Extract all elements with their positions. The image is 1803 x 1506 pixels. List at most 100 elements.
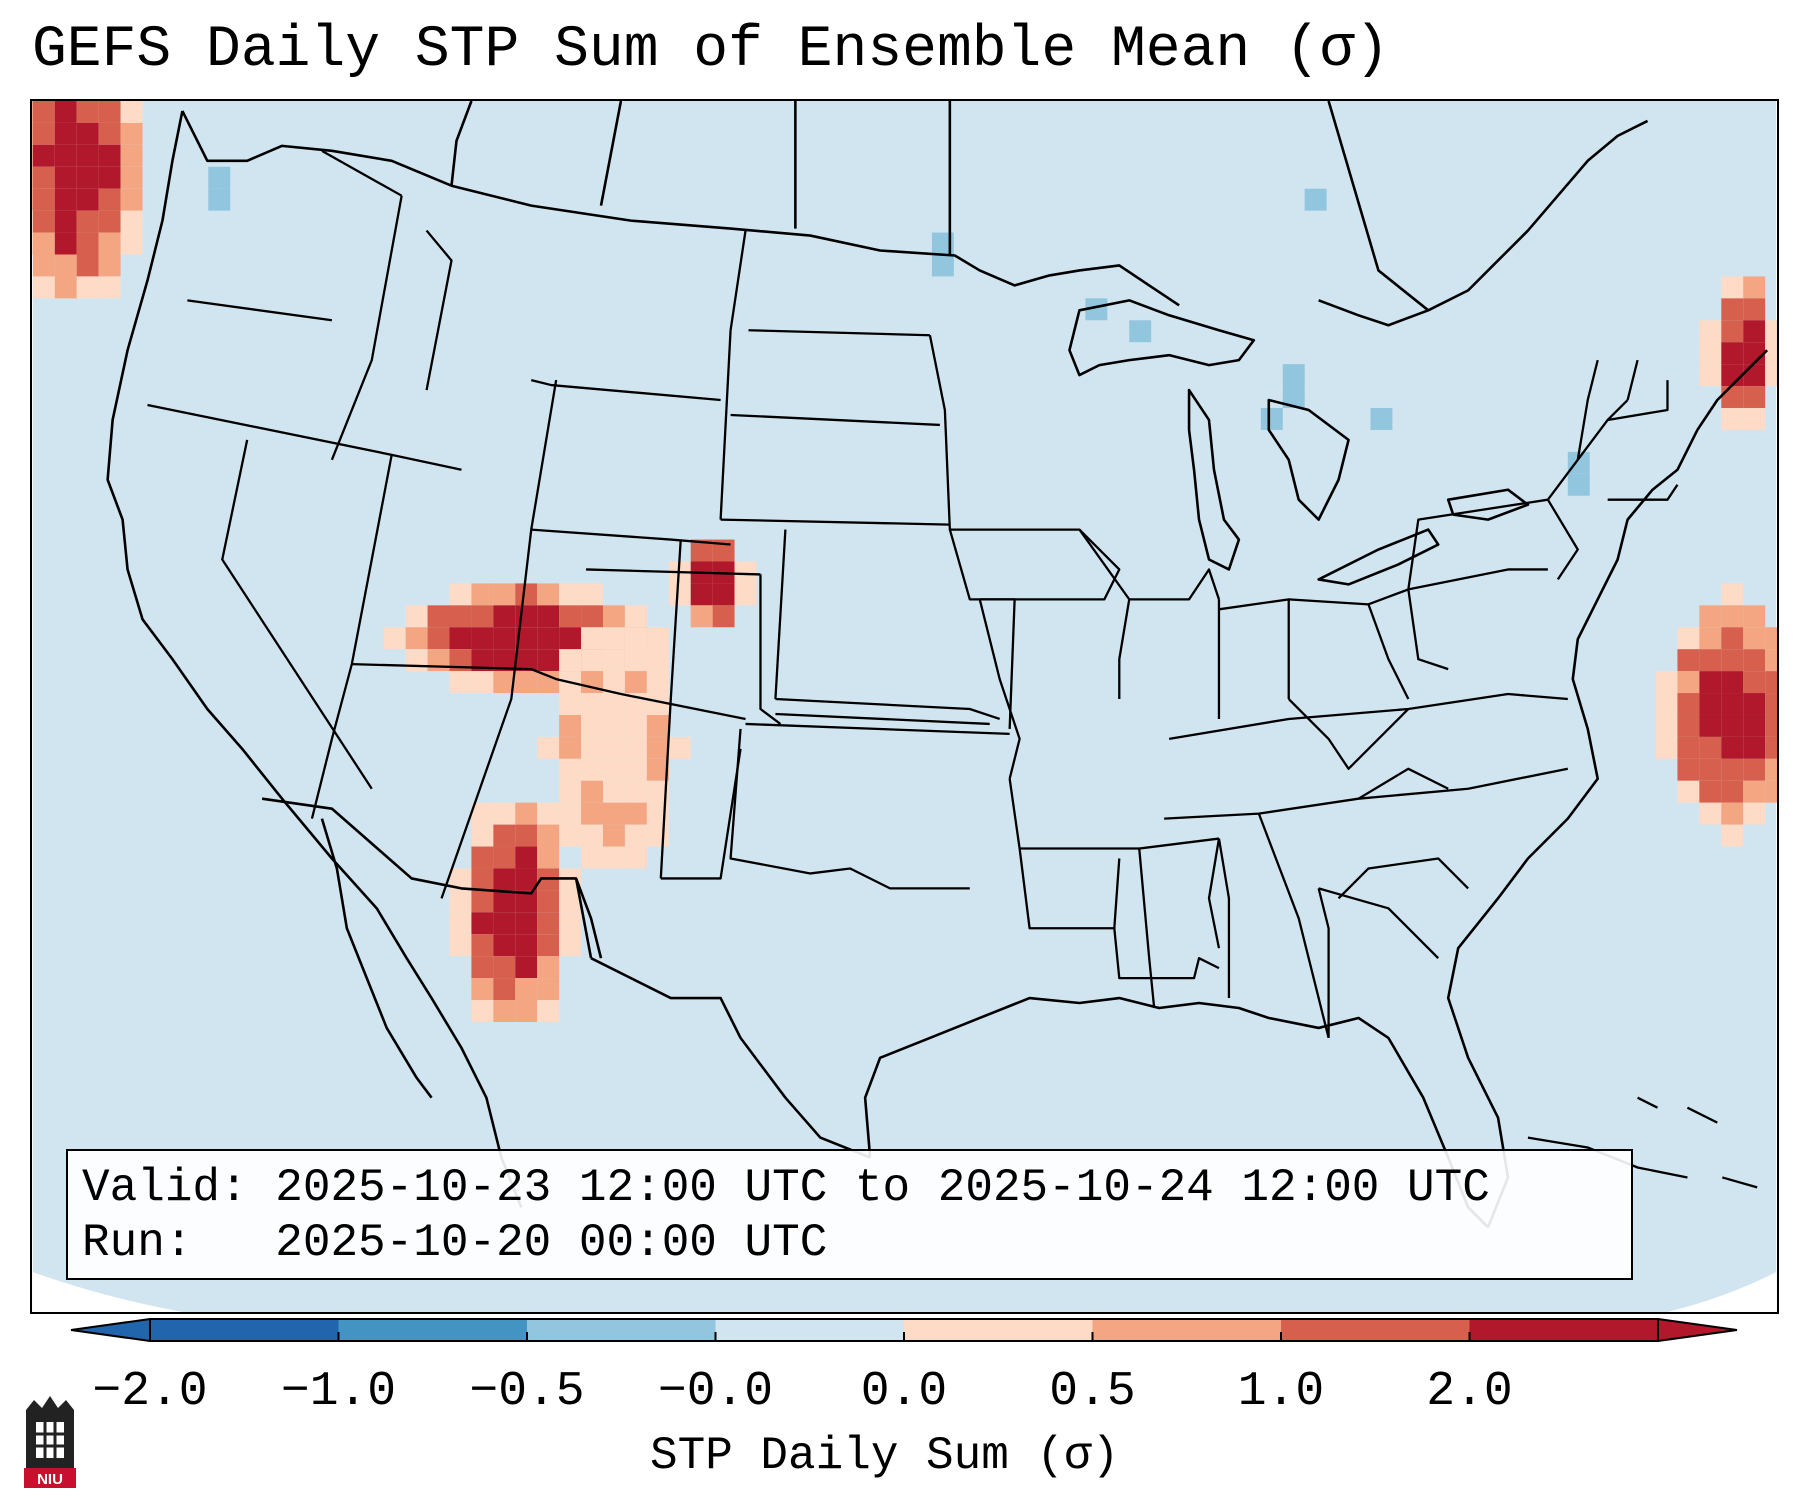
state-line: [1138, 848, 1156, 1009]
anomaly-cell: [602, 846, 625, 869]
anomaly-cell: [690, 605, 713, 628]
state-line: [1129, 568, 1221, 601]
anomaly-cell: [1655, 736, 1678, 759]
anomaly-cell: [120, 166, 143, 189]
anomaly-cell: [32, 232, 55, 255]
anomaly-cell: [471, 802, 494, 825]
lake-ontario: [1446, 488, 1530, 521]
off-domain-corner: [32, 1272, 183, 1312]
anomaly-cell: [405, 649, 428, 672]
anomaly-cell: [1699, 342, 1722, 365]
anomaly-cell: [1743, 298, 1766, 321]
colorbar-tick-label: −2.0: [92, 1365, 208, 1419]
state-line: [1626, 359, 1639, 401]
anomaly-cell: [515, 846, 538, 869]
anomaly-cell: [1765, 342, 1777, 365]
anomaly-cell: [471, 978, 494, 1001]
anomaly-cell: [1743, 802, 1766, 825]
state-line: [1288, 598, 1410, 700]
anomaly-cell: [98, 101, 121, 123]
anomaly-cell: [76, 276, 99, 299]
anomaly-cell: [537, 846, 560, 869]
anomaly-cell: [1699, 627, 1722, 650]
anomaly-cell: [493, 605, 516, 628]
anomaly-cell: [1677, 714, 1700, 737]
anomaly-cell: [624, 649, 647, 672]
anomaly-cell: [493, 956, 516, 979]
anomaly-cell: [1765, 649, 1777, 672]
anomaly-cell: [559, 714, 582, 737]
colorbar: [70, 1318, 1738, 1342]
state-line: [745, 722, 1010, 736]
anomaly-cell: [690, 583, 713, 606]
anomaly-cell: [1699, 736, 1722, 759]
colorbar-segment: [904, 1319, 1093, 1341]
anomaly-cell: [624, 627, 647, 650]
anomaly-cell: [54, 101, 77, 123]
colorbar-tick-label: 0.0: [860, 1365, 948, 1419]
anomaly-cell: [493, 846, 516, 869]
anomaly-cell: [98, 210, 121, 233]
state-line: [949, 528, 1121, 601]
anomaly-cell: [1765, 714, 1777, 737]
anomaly-cell: [931, 254, 954, 277]
anomaly-cell: [1743, 320, 1766, 343]
page-title: GEFS Daily STP Sum of Ensemble Mean (σ): [32, 18, 1390, 83]
colorbar-extend-low-arrow: [71, 1319, 150, 1341]
anomaly-cell: [537, 802, 560, 825]
state-line: [1113, 928, 1220, 980]
anomaly-cell: [493, 649, 516, 672]
anomaly-cell: [559, 890, 582, 913]
anomaly-cell: [471, 649, 494, 672]
anomaly-cell: [559, 693, 582, 715]
anomaly-cell: [1677, 736, 1700, 759]
anomaly-cell: [1304, 188, 1327, 211]
anomaly-cell: [537, 649, 560, 672]
colorbar-extend-high-arrow: [1658, 1319, 1737, 1341]
anomaly-cell: [76, 232, 99, 255]
anomaly-cell: [471, 846, 494, 869]
anomaly-cell: [1721, 714, 1744, 737]
state-line: [1408, 568, 1548, 591]
validity-info-box: Valid: 2025-10-23 12:00 UTC to 2025-10-2…: [66, 1149, 1633, 1280]
anomaly-cell: [471, 627, 494, 650]
anomaly-cell: [120, 122, 143, 145]
anomaly-cell: [537, 1000, 560, 1022]
anomaly-cell: [1743, 671, 1766, 694]
anomaly-cell: [515, 978, 538, 1001]
anomaly-cell: [712, 583, 735, 606]
anomaly-cell: [559, 758, 582, 781]
anomaly-cell: [559, 912, 582, 935]
anomaly-cell: [1765, 364, 1777, 387]
niu-logo-banner: [24, 1468, 76, 1488]
state-line: [221, 439, 373, 790]
anomaly-cell: [98, 166, 121, 189]
anomaly-cell: [32, 232, 33, 255]
anomaly-cell: [646, 649, 669, 672]
state-line: [775, 712, 990, 726]
anomaly-cell: [1743, 342, 1766, 365]
state-line: [425, 229, 453, 391]
anomaly-cell: [32, 101, 33, 123]
state-line: [531, 528, 731, 546]
anomaly-cell: [208, 166, 231, 189]
anomaly-cell: [1677, 693, 1700, 715]
anomaly-cell: [32, 276, 55, 299]
anomaly-cell: [1765, 671, 1777, 694]
anomaly-cell: [1655, 714, 1678, 737]
anomaly-cell: [1743, 649, 1766, 672]
anomaly-cell: [559, 824, 582, 847]
anomaly-cell: [1655, 693, 1678, 715]
anomaly-cell: [646, 693, 669, 715]
colorbar-segment: [1281, 1319, 1470, 1341]
state-line: [748, 329, 930, 337]
map-panel: [30, 99, 1779, 1314]
anomaly-cell: [54, 144, 77, 167]
state-line: [351, 662, 622, 696]
anomaly-cell: [76, 166, 99, 189]
anomaly-cell: [98, 188, 121, 211]
anomaly-cell: [646, 824, 669, 847]
anomaly-cell: [1699, 320, 1722, 343]
anomaly-cell: [581, 583, 603, 606]
anomaly-cell: [515, 627, 538, 650]
